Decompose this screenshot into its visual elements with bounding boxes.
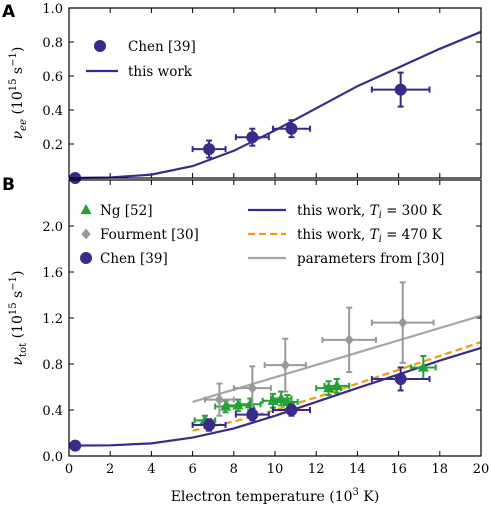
legend-b-line-label-text: this work,	[297, 227, 370, 243]
legend-b-line-label-2: parameters from [30]	[297, 251, 444, 267]
panel-b-xlabel-end: K)	[359, 489, 379, 505]
panel-a-letter: A	[2, 2, 16, 22]
panel-b-x-tick-label: 14	[349, 462, 366, 477]
panel-b-data-point	[203, 418, 216, 431]
panel-a-ylabel-symbol: ν	[10, 130, 26, 139]
panel-a-ylabel-exp: 15	[8, 79, 19, 92]
panel-a-ylabel-unit: (10	[10, 91, 26, 119]
panel-a-data-point	[394, 83, 407, 96]
panel-b-y-tick-label: 0.8	[42, 358, 63, 373]
panel-b-x-tick-label: 20	[473, 462, 490, 477]
legend-b-label-2: Chen [39]	[100, 251, 168, 267]
panel-b-data-point	[246, 408, 259, 421]
panel-a-ylabel-exp2: −1	[8, 52, 19, 67]
panel-a-ylabel-unit-s: s	[10, 67, 26, 79]
legend-b-line-label-rest: = 470 K	[382, 227, 443, 243]
panel-b-ylabel-exp2: −1	[8, 276, 19, 291]
panel-a-ylabel-sub: ee	[18, 119, 29, 131]
legend-b-label-1: Fourment [30]	[100, 227, 199, 243]
panel-b-x-tick-label: 0	[65, 462, 73, 477]
legend-b-marker-0	[80, 203, 92, 215]
panel-b-data-point	[394, 372, 407, 385]
panel-b-x-tick-label: 18	[432, 462, 449, 477]
panel-b-letter: B	[2, 175, 15, 195]
legend-b-marker-2	[80, 252, 92, 264]
panel-b-y-tick-label: 1.6	[42, 266, 63, 281]
panel-b-ylabel-unit: (10	[10, 315, 26, 343]
panel-b-data-point	[344, 334, 354, 346]
panel-b-xlabel-text: Electron temperature (10	[171, 489, 353, 505]
panel-b-ylabel-unit-s: s	[10, 291, 26, 303]
panel-a-series-line-0	[68, 30, 482, 180]
panel-b-x-tick-label: 4	[147, 462, 155, 477]
legend-b-line-label-1: this work, Ti = 470 K	[297, 227, 443, 245]
panel-b-y-tick-label: 1.2	[42, 312, 63, 327]
panel-b-y-tick-label: 0.4	[42, 404, 63, 419]
panel-b-ylabel-symbol: ν	[10, 356, 26, 365]
panel-a-frame	[68, 7, 482, 179]
legend-a-label-chen: Chen [39]	[128, 39, 196, 55]
legend-b-line-label-sub: i	[379, 234, 382, 245]
panel-a-y-tick-label: 0.8	[42, 36, 63, 51]
panel-b-data-point	[275, 392, 287, 403]
legend-a-label-this-work: this work	[128, 64, 193, 80]
panel-b-ylabel-end: )	[10, 271, 26, 276]
legend-b-line-label-T: T	[370, 203, 380, 219]
panel-b-x-tick-label: 12	[308, 462, 325, 477]
panel-a-y-tick-label: 0.4	[42, 104, 63, 119]
panel-b-x-tick-label: 10	[267, 462, 284, 477]
panel-b-series-line-0	[68, 346, 482, 447]
panel-a-data-point	[203, 143, 216, 156]
panel-b-data-point	[417, 361, 429, 372]
panel-b-x-tick-label: 8	[230, 462, 238, 477]
panel-a-y-axis-label: νee (1015 s−1)	[8, 47, 29, 140]
panel-b-y-axis-label: νtot (1015 s−1)	[8, 271, 29, 366]
panel-b-data-point	[331, 379, 343, 390]
legend-b-line-label-rest: = 300 K	[382, 203, 443, 219]
panel-b-data-point	[214, 394, 225, 406]
panel-b-data-point	[280, 359, 290, 371]
panel-b-ylabel-sub: tot	[18, 343, 29, 357]
legend-b-line-label-sub: i	[379, 210, 382, 221]
panel-b-x-axis-label: Electron temperature (103 K)	[171, 487, 380, 505]
legend-a-marker-chen	[94, 40, 106, 52]
legend-b-line-label-0: this work, Ti = 300 K	[297, 203, 443, 221]
panel-a-data-point	[285, 122, 298, 135]
legend-b-label-0: Ng [52]	[100, 203, 152, 219]
panel-a-y-tick-label: 1.0	[42, 2, 63, 17]
panel-b: 0.0 0.4 0.8 1.2 1.6 2.0 0 2 4 6 8 10 12 14 16 18 20 νtot …	[8, 179, 490, 505]
panel-b-x-tick-label: 16	[390, 462, 407, 477]
panel-b-x-tick-label: 6	[188, 462, 196, 477]
panel-b-x-tick-label: 2	[106, 462, 114, 477]
legend-b-marker-1	[81, 228, 91, 240]
panel-a-y-tick-label: 0.2	[42, 138, 63, 153]
panel-a-data-point	[246, 131, 259, 144]
legend-b-line-label-text: this work,	[297, 203, 370, 219]
panel-a-ylabel-end: )	[10, 47, 26, 52]
panel-b-data-point	[247, 382, 258, 394]
panel-b-xlabel-exp: 3	[353, 487, 359, 498]
panel-b-data-point	[69, 439, 82, 452]
panel-b-data-point	[323, 382, 335, 393]
panel-b-ylabel-exp: 15	[8, 302, 19, 315]
legend-b-line-label-T: T	[370, 227, 380, 243]
panel-b-y-tick-label: 0.0	[42, 450, 63, 465]
panel-b-data-point	[398, 317, 408, 329]
panel-b-data-point	[285, 404, 298, 416]
panel-b-data-point	[267, 394, 279, 405]
panel-a-y-tick-label: 0.6	[42, 70, 63, 85]
panel-b-frame	[68, 179, 482, 457]
panel-a: 0.2 0.4 0.6 0.8 1.0 νee (1015 s−1) Chen [39] th…	[8, 2, 482, 184]
panel-b-y-tick-label: 2.0	[42, 220, 63, 235]
